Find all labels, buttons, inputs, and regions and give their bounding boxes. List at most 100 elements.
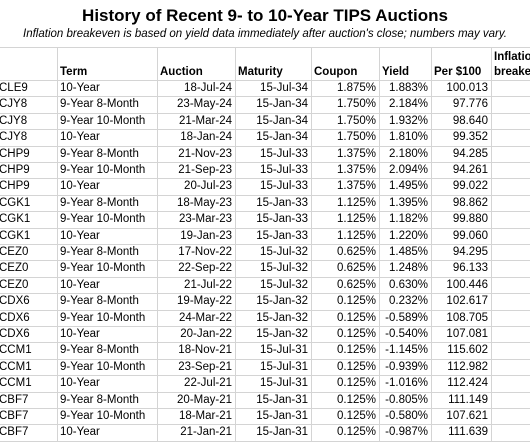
table-cell: 19-Jan-23 <box>180 229 232 242</box>
table-cell: 1.883% <box>388 82 428 94</box>
table-cell: 1.182% <box>388 213 428 226</box>
column-border <box>311 47 312 441</box>
table-cell: 21-Mar-24 <box>178 114 232 127</box>
row-border <box>0 424 530 426</box>
subtitle: Inflation breakeven is based on yield da… <box>23 28 507 40</box>
table-cell: CJY8 <box>0 114 28 127</box>
column-header: Term <box>60 66 88 78</box>
row-border <box>0 342 530 344</box>
table-cell: 15-Jul-31 <box>260 360 308 373</box>
table-cell: 107.081 <box>446 328 488 340</box>
table-cell: 1.495% <box>388 180 428 193</box>
table-cell: -0.580% <box>385 410 428 422</box>
row-border <box>0 96 530 98</box>
table-cell: CBF7 <box>0 393 29 406</box>
table-cell: 15-Jan-31 <box>256 410 308 422</box>
table-cell: 19-May-22 <box>177 295 232 308</box>
table-cell: 0.625% <box>336 246 376 258</box>
row-border <box>0 129 530 131</box>
table-cell: 1.220% <box>388 229 428 242</box>
table-cell: 10-Year <box>60 426 100 439</box>
table-cell: 23-May-24 <box>177 98 232 111</box>
table-cell: 15-Jan-32 <box>256 311 308 324</box>
table-cell: 98.640 <box>452 114 488 127</box>
table-cell: CHP9 <box>0 147 30 160</box>
column-border <box>57 47 58 441</box>
table-cell: 9-Year 10-Month <box>60 213 146 226</box>
row-border <box>0 293 530 295</box>
column-border <box>235 47 236 441</box>
table-cell: 96.133 <box>452 262 488 275</box>
table-cell: 0.125% <box>336 410 376 422</box>
table-cell: 24-Mar-22 <box>178 311 232 324</box>
row-border <box>0 47 530 48</box>
table-cell: 15-Jul-32 <box>260 246 308 258</box>
table-cell: 10-Year <box>60 278 100 291</box>
table-cell: 15-Jan-32 <box>256 295 308 308</box>
table-cell: 21-Sep-23 <box>178 164 232 176</box>
table-cell: -0.540% <box>385 328 428 340</box>
table-cell: 1.375% <box>336 164 376 176</box>
table-cell: 9-Year 8-Month <box>60 393 139 406</box>
table-cell: CHP9 <box>0 180 30 193</box>
table-cell: 9-Year 8-Month <box>60 295 139 308</box>
column-border <box>157 47 158 441</box>
table-cell: 15-Jan-31 <box>256 426 308 439</box>
table-cell: 9-Year 10-Month <box>60 311 146 324</box>
table-cell: 108.705 <box>446 311 488 324</box>
table-cell: 0.125% <box>336 426 376 439</box>
table-cell: 1.485% <box>388 246 428 258</box>
row-border <box>0 375 530 377</box>
table-cell: 112.424 <box>447 377 488 390</box>
table-cell: 20-Jul-23 <box>184 180 232 193</box>
table-cell: 99.352 <box>452 131 488 144</box>
column-header: Yield <box>382 66 410 78</box>
table-cell: 18-Jul-24 <box>184 82 232 94</box>
table-cell: 99.022 <box>452 180 488 193</box>
table-cell: 99.060 <box>452 229 488 242</box>
table-cell: 18-Nov-21 <box>178 344 232 357</box>
table-cell: 21-Nov-23 <box>178 147 232 160</box>
row-border <box>0 309 530 311</box>
table-cell: 18-Jan-24 <box>180 131 232 144</box>
table-cell: 10-Year <box>60 82 100 94</box>
table-cell: 1.750% <box>336 131 376 144</box>
table-cell: 9-Year 8-Month <box>60 147 139 160</box>
table-cell: 0.232% <box>388 295 428 308</box>
row-border <box>0 162 530 163</box>
table-cell: 15-Jul-33 <box>260 147 308 160</box>
table-cell: 9-Year 10-Month <box>60 114 146 127</box>
table-cell: CBF7 <box>0 426 29 439</box>
table-cell: CHP9 <box>0 164 30 176</box>
table-cell: 15-Jul-34 <box>260 82 308 94</box>
table-cell: CEZ0 <box>0 278 29 291</box>
table-cell: 18-Mar-21 <box>178 410 232 422</box>
table-cell: 1.375% <box>336 180 376 193</box>
table-cell: CEZ0 <box>0 246 29 258</box>
table-cell: 9-Year 8-Month <box>60 344 139 357</box>
table-cell: 10-Year <box>60 377 100 390</box>
table-cell: 18-May-23 <box>177 196 232 209</box>
table-cell: 0.630% <box>388 278 428 291</box>
table-cell: CGK1 <box>0 196 31 209</box>
table-cell: 22-Sep-22 <box>178 262 232 275</box>
table-cell: 15-Jan-34 <box>256 131 308 144</box>
table-cell: 10-Year <box>60 131 100 144</box>
table-cell: 111.639 <box>448 426 488 439</box>
table-cell: 20-Jan-22 <box>180 328 232 340</box>
row-border <box>0 80 530 81</box>
column-header: Inflatio breake <box>494 51 530 78</box>
table-cell: 9-Year 10-Month <box>60 262 146 275</box>
table-cell: CEZ0 <box>0 262 29 275</box>
table-cell: 102.617 <box>446 295 488 308</box>
table-cell: 9-Year 8-Month <box>60 246 139 258</box>
table-cell: 94.261 <box>452 164 488 176</box>
table-cell: -1.016% <box>385 377 428 390</box>
column-border <box>379 47 380 441</box>
table-cell: 23-Mar-23 <box>178 213 232 226</box>
table-cell: 9-Year 10-Month <box>60 360 146 373</box>
table-cell: 1.125% <box>336 196 376 209</box>
column-header: Maturity <box>238 66 283 78</box>
row-border <box>0 227 530 229</box>
table-cell: -0.987% <box>385 426 428 439</box>
